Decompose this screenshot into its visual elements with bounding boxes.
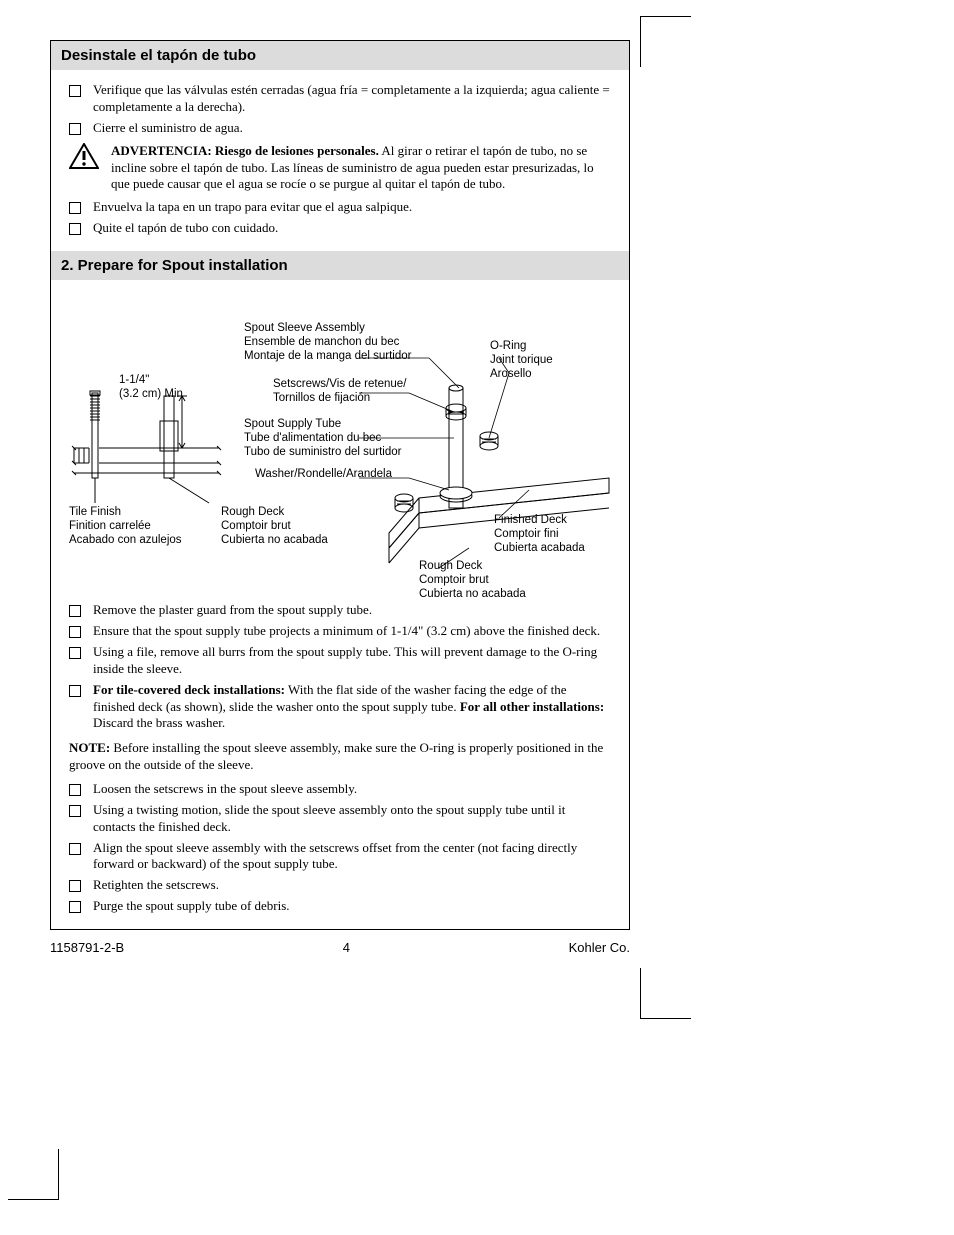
- checklist-item: Using a file, remove all burrs from the …: [69, 644, 611, 678]
- checklist-item: Loosen the setscrews in the spout sleeve…: [69, 781, 611, 798]
- rough-deck-left-label: Rough Deck Comptoir brut Cubierta no aca…: [221, 506, 328, 547]
- checkbox-icon: [69, 626, 81, 638]
- checkbox-icon: [69, 685, 81, 697]
- checklist-item: Align the spout sleeve assembly with the…: [69, 840, 611, 874]
- checklist-item: Remove the plaster guard from the spout …: [69, 602, 611, 619]
- checkbox-icon: [69, 85, 81, 97]
- checkbox-icon: [69, 223, 81, 235]
- section2-title: 2. Prepare for Spout installation: [51, 251, 629, 280]
- page-number: 4: [343, 940, 350, 955]
- checklist-item: Purge the spout supply tube of debris.: [69, 898, 611, 915]
- checklist-item: Retighten the setscrews.: [69, 877, 611, 894]
- checklist-item: Cierre el suministro de agua.: [69, 120, 611, 137]
- checkbox-icon: [69, 843, 81, 855]
- checkbox-icon: [69, 880, 81, 892]
- checkbox-icon: [69, 901, 81, 913]
- checkbox-icon: [69, 784, 81, 796]
- checkbox-icon: [69, 805, 81, 817]
- checkbox-icon: [69, 202, 81, 214]
- checklist-item: For tile-covered deck installations: Wit…: [69, 682, 611, 733]
- installation-diagram: 1-1/4" (3.2 cm) Min Tile Finish Finition…: [69, 288, 611, 598]
- note-block: NOTE: Before installing the spout sleeve…: [69, 740, 611, 773]
- checkbox-icon: [69, 605, 81, 617]
- checklist-item: Using a twisting motion, slide the spout…: [69, 802, 611, 836]
- warning-block: ADVERTENCIA: Riesgo de lesiones personal…: [69, 143, 611, 194]
- checklist-item: Verifique que las válvulas estén cerrada…: [69, 82, 611, 116]
- company-name: Kohler Co.: [569, 940, 630, 955]
- checklist-item: Envuelva la tapa en un trapo para evitar…: [69, 199, 611, 216]
- doc-number: 1158791-2-B: [50, 940, 124, 955]
- warning-icon: [69, 143, 99, 169]
- checkbox-icon: [69, 647, 81, 659]
- checklist-item: Quite el tapón de tubo con cuidado.: [69, 220, 611, 237]
- checklist-item: Ensure that the spout supply tube projec…: [69, 623, 611, 640]
- section1-title: Desinstale el tapón de tubo: [51, 41, 629, 70]
- checkbox-icon: [69, 123, 81, 135]
